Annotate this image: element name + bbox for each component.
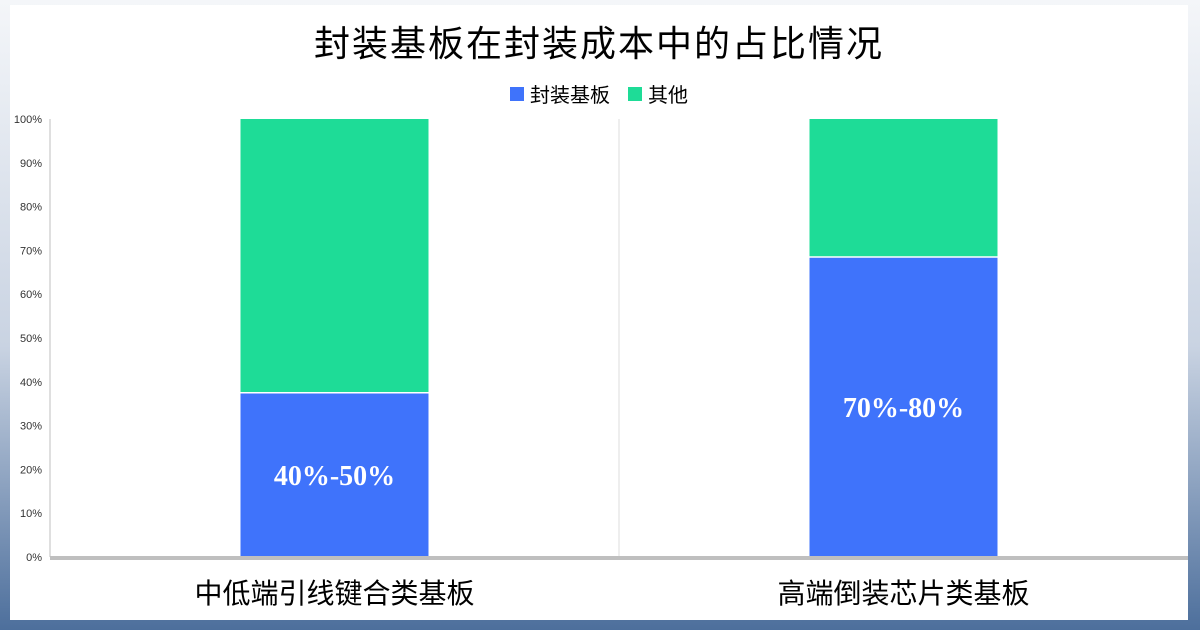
- y-tick-label: 10%: [20, 508, 42, 520]
- category-label-1: 中低端引线键合类基板: [194, 577, 474, 610]
- y-tick-label: 70%: [20, 245, 42, 257]
- chart-frame: 封装基板在封装成本中的占比情况 封装基板 其他 0% 10% 20% 30% 40% 50…: [10, 5, 1188, 620]
- y-tick-label: 80%: [20, 202, 42, 214]
- data-label-1: 40%-50%: [274, 461, 395, 492]
- legend-label-series-1: 封装基板: [530, 83, 610, 107]
- chart-title: 封装基板在封装成本中的占比情况: [313, 24, 884, 65]
- legend-item-series-2: 其他: [628, 79, 688, 108]
- legend-swatch-series-1: [510, 86, 524, 101]
- bar-substrate-2: [809, 256, 998, 557]
- category-label-2: 高端倒装芯片类基板: [777, 577, 1029, 610]
- legend: 封装基板 其他: [10, 79, 1188, 108]
- y-tick-label: 0%: [26, 552, 42, 564]
- y-tick-label: 20%: [20, 464, 42, 476]
- legend-label-series-2: 其他: [648, 83, 688, 107]
- x-axis-line: [50, 556, 1188, 560]
- y-tick-label: 30%: [20, 421, 42, 433]
- y-tick-label: 40%: [20, 377, 42, 389]
- legend-item-series-1: 封装基板: [510, 79, 610, 108]
- legend-swatch-series-2: [628, 86, 642, 101]
- bar-substrate-1: [240, 392, 429, 557]
- data-label-2: 70%-80%: [843, 393, 964, 424]
- y-tick-label: 90%: [20, 158, 42, 170]
- y-tick-label: 50%: [20, 333, 42, 345]
- bar-other-2: [809, 119, 998, 257]
- plot-area: 0% 10% 20% 30% 40% 50% 60% 70% 80% 90% 100% 40%-50%…: [14, 114, 1188, 610]
- y-tick-label: 60%: [20, 289, 42, 301]
- y-tick-label: 100%: [14, 114, 42, 126]
- bar-other-1: [240, 119, 429, 393]
